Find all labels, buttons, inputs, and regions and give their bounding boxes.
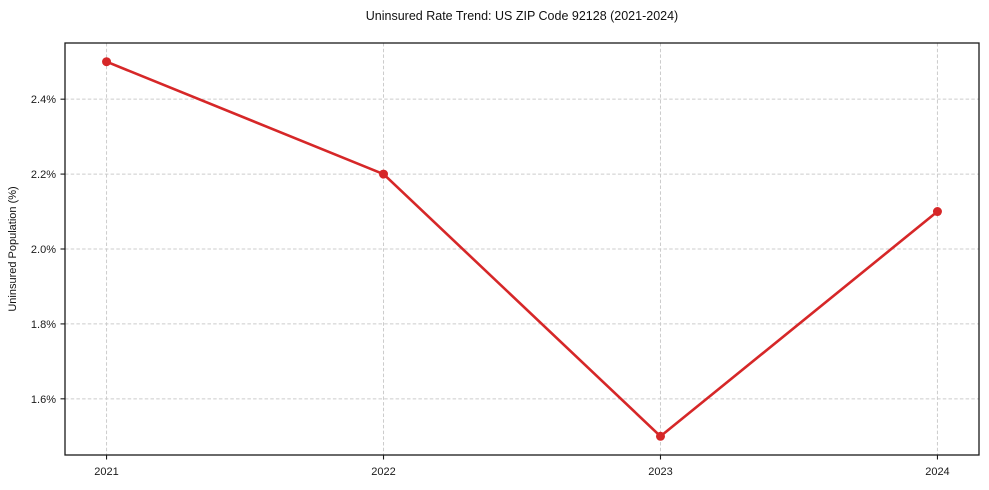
line-series [102,57,942,441]
y-tick-label: 1.6% [31,394,56,406]
data-point-marker [655,431,665,441]
data-point-marker [102,57,112,67]
x-tick-label: 2021 [94,466,118,478]
y-tick-label: 2.2% [31,169,56,181]
tick-label-group: 1.6% 1.8% 2.0% 2.2% 2.4% 2021 2022 2023 2024 [31,94,950,478]
x-tick-label: 2022 [371,466,395,478]
trend-line [105,60,939,438]
data-point-marker [932,207,942,217]
axis-ticks [60,98,939,460]
gridlines [65,43,979,455]
y-tick-label: 2.0% [31,244,56,256]
chart-title: Uninsured Rate Trend: US ZIP Code 92128 … [366,9,678,23]
y-tick-label: 1.8% [31,319,56,331]
data-point-marker [379,169,389,179]
x-tick-label: 2023 [648,466,672,478]
y-tick-label: 2.4% [31,94,56,106]
y-axis-label: Uninsured Population (%) [7,186,19,311]
x-tick-label: 2024 [925,466,949,478]
